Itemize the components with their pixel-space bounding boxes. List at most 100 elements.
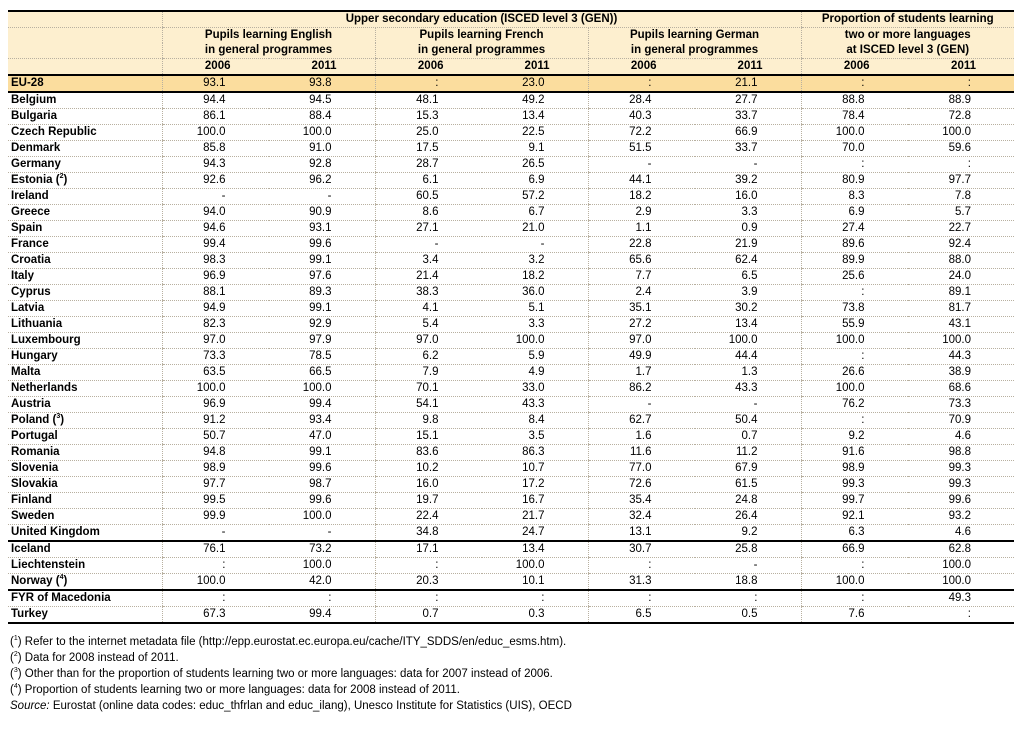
value-cell: 51.5 <box>587 140 695 157</box>
value-cell: 93.4 <box>268 412 375 429</box>
value-cell: 89.9 <box>800 252 908 269</box>
value-cell: 4.9 <box>481 364 588 381</box>
value-cell: 6.2 <box>374 348 482 365</box>
value-cell: 4.6 <box>907 428 1014 445</box>
value-cell: 28.7 <box>374 156 482 173</box>
value-cell: 63.5 <box>161 364 269 381</box>
value-cell: 98.9 <box>161 460 269 477</box>
value-cell: 11.6 <box>587 444 695 461</box>
value-cell: : <box>800 412 908 429</box>
proportion-header-1: Proportion of students learning <box>800 10 1014 28</box>
value-cell: 66.9 <box>800 541 908 558</box>
country-label: Turkey <box>11 608 48 620</box>
country-name: Romania <box>8 444 162 461</box>
value-cell: 49.9 <box>587 348 695 365</box>
value-cell: 27.1 <box>374 220 482 237</box>
value-cell: 28.4 <box>587 92 695 109</box>
value-cell: 15.3 <box>374 108 482 125</box>
value-cell: 100.0 <box>907 557 1014 574</box>
year-header: 2011 <box>481 58 588 76</box>
value-cell: 97.7 <box>907 172 1014 189</box>
country-label: Italy <box>11 270 35 282</box>
value-cell: 4.1 <box>374 300 482 317</box>
value-cell: 39.2 <box>694 172 801 189</box>
value-cell: 5.4 <box>374 316 482 333</box>
country-name: Portugal <box>8 428 162 445</box>
value-cell: 22.4 <box>374 508 482 525</box>
country-name: Ireland <box>8 188 162 205</box>
country-name: Greece <box>8 204 162 221</box>
value-cell: 33.7 <box>694 140 801 157</box>
value-cell: 7.6 <box>800 606 908 624</box>
value-cell: 100.0 <box>800 380 908 397</box>
country-label: Slovenia <box>11 462 59 474</box>
value-cell: 62.7 <box>587 412 695 429</box>
value-cell: 78.5 <box>268 348 375 365</box>
year-header: 2006 <box>800 58 908 76</box>
value-cell: 40.3 <box>587 108 695 125</box>
german-header-1: Pupils learning German <box>587 27 801 43</box>
footnote-number: 2 <box>13 651 18 658</box>
table-row: Slovenia 98.9 99.6 10.2 10.7 77.0 67.9 98.9 99.3 <box>8 460 1014 477</box>
value-cell: 99.1 <box>268 252 375 269</box>
value-cell: : <box>161 557 269 574</box>
country-label: Cyprus <box>11 286 51 298</box>
value-cell: 26.6 <box>800 364 908 381</box>
value-cell: 83.6 <box>374 444 482 461</box>
german-header-2: in general programmes <box>587 43 801 59</box>
value-cell: 5.1 <box>481 300 588 317</box>
value-cell: 4.6 <box>907 524 1014 542</box>
country-label: Belgium <box>11 94 57 106</box>
country-label: Estonia <box>11 174 53 186</box>
value-cell: 98.9 <box>800 460 908 477</box>
value-cell: - <box>481 236 588 253</box>
value-cell: 90.9 <box>268 204 375 221</box>
value-cell: 6.9 <box>481 172 588 189</box>
value-cell: - <box>587 396 695 413</box>
value-cell: 42.0 <box>268 573 375 591</box>
value-cell: 88.0 <box>907 252 1014 269</box>
country-label: Austria <box>11 398 51 410</box>
value-cell: 27.2 <box>587 316 695 333</box>
value-cell: 93.1 <box>268 220 375 237</box>
value-cell: 1.1 <box>587 220 695 237</box>
value-cell: 99.3 <box>907 476 1014 493</box>
country-name: Luxembourg <box>8 332 162 349</box>
country-name: Liechtenstein <box>8 557 162 574</box>
value-cell: 99.6 <box>268 492 375 509</box>
value-cell: 66.5 <box>268 364 375 381</box>
value-cell: 10.2 <box>374 460 482 477</box>
value-cell: 80.9 <box>800 172 908 189</box>
table-row: FYR of Macedonia:::::::49.3 <box>8 590 1014 607</box>
corner-cell <box>8 27 162 43</box>
footnote: (3) Other than for the proportion of stu… <box>10 667 553 680</box>
table-row: Portugal 50.7 47.0 15.1 3.5 1.6 0.7 9.2 4.6 <box>8 428 1014 445</box>
value-cell: 3.2 <box>481 252 588 269</box>
country-label: Finland <box>11 494 52 506</box>
value-cell: 38.3 <box>374 284 482 301</box>
value-cell: 73.2 <box>268 541 375 558</box>
country-label: Czech Republic <box>11 126 97 138</box>
value-cell: 99.9 <box>161 508 269 525</box>
footnote-ref: 3 <box>56 413 61 420</box>
value-cell: 18.2 <box>481 268 588 285</box>
value-cell: 43.3 <box>694 380 801 397</box>
value-cell: - <box>268 188 375 205</box>
value-cell: 72.8 <box>907 108 1014 125</box>
table-row: Ireland - -60.5 57.2 18.2 16.0 8.3 7.8 <box>8 188 1014 205</box>
value-cell: 96.9 <box>161 268 269 285</box>
table-row: Spain 94.6 93.1 27.1 21.0 1.1 0.9 27.4 22.7 <box>8 220 1014 237</box>
country-label: Greece <box>11 206 51 218</box>
country-label: Lithuania <box>11 318 63 330</box>
value-cell: - <box>694 396 801 413</box>
value-cell: 99.6 <box>907 492 1014 509</box>
value-cell: : <box>587 590 695 607</box>
value-cell: : <box>800 557 908 574</box>
value-cell: 0.7 <box>374 606 482 624</box>
value-cell: : <box>374 557 482 574</box>
year-header: 2011 <box>907 58 1014 76</box>
country-name: Italy <box>8 268 162 285</box>
corner-cell <box>8 58 162 76</box>
footnote: (1) Refer to the internet metadata file … <box>10 635 567 648</box>
value-cell: 21.4 <box>374 268 482 285</box>
